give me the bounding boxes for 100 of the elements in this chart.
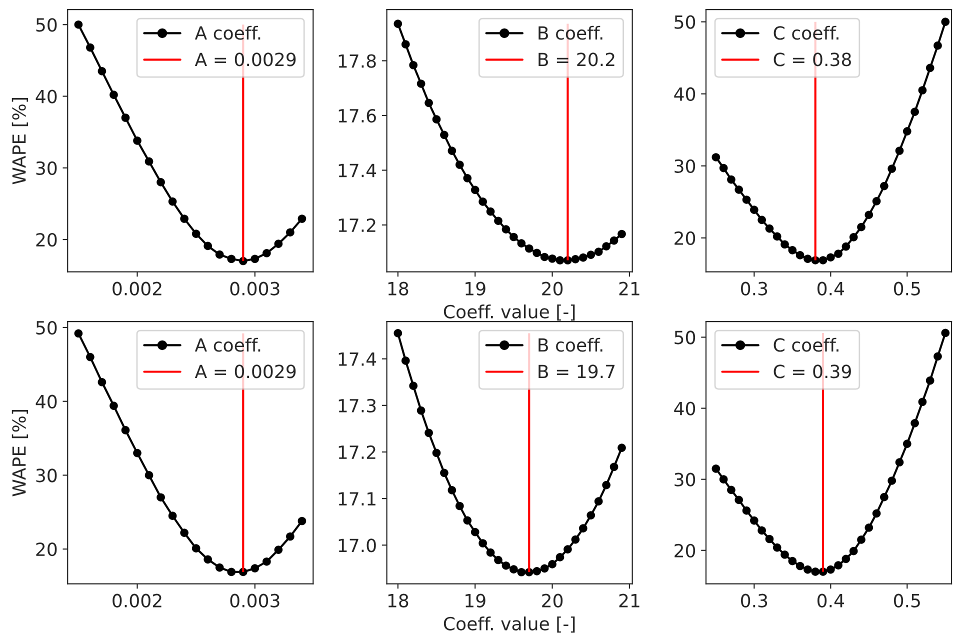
point [274,546,283,554]
point [918,398,927,406]
point [416,406,426,415]
point [540,564,549,573]
point [494,216,502,226]
point [517,568,526,576]
ref-line-label: B = 20.2 [538,52,614,66]
point [780,240,789,249]
point [742,196,751,204]
y-tick-label: 20 [674,231,696,246]
point [456,160,464,169]
point [804,565,812,574]
point [586,250,596,259]
point [750,206,758,214]
point [880,182,888,190]
point [121,114,130,122]
point [502,225,510,234]
point [818,256,828,264]
point [424,428,433,438]
y-tick-label: 17.2 [338,445,376,459]
point [540,252,549,262]
point [286,228,294,237]
point [610,236,618,245]
x-tick-label: 0.002 [112,594,162,608]
point [494,556,502,564]
y-axis-title: WAPE [%] [12,410,28,496]
point [834,561,842,570]
point [204,242,212,250]
x-tick-label: 20 [542,282,563,296]
point [719,475,728,484]
x-tick-label: 18 [388,282,408,296]
point [394,20,402,28]
point [796,562,804,570]
point [941,328,950,338]
point [215,250,224,259]
point [456,502,464,510]
x-tick-label: 20 [542,594,563,608]
point [98,378,106,386]
point [110,90,118,99]
point [834,250,842,258]
point [758,526,766,535]
point [586,511,596,520]
point [772,543,782,552]
x-tick-label: 0.3 [741,594,768,608]
point [926,64,934,72]
point [144,471,154,480]
y-tick-label: 20 [674,544,696,558]
point [470,528,480,536]
point [204,555,212,564]
point [74,20,83,29]
y-tick-label: 50 [674,330,696,344]
point [734,185,744,194]
point [804,254,812,263]
y-tick-label: 30 [674,159,696,173]
point [409,60,418,70]
point [602,242,610,250]
point [602,480,610,490]
point [548,254,556,263]
point [463,516,472,525]
point [857,222,866,232]
y-tick-label: 20 [36,542,57,556]
point [168,197,177,206]
point [618,230,626,238]
point [227,254,236,264]
point [409,382,418,390]
point [502,561,510,570]
point [510,232,518,242]
point [486,207,495,216]
y-tick-label: 40 [36,90,57,104]
y-tick-label: 17.2 [338,218,376,232]
point [941,18,950,26]
point [895,458,904,466]
point [424,98,433,108]
point [110,402,118,410]
point [872,509,881,518]
point [440,468,448,478]
point [227,568,236,576]
x-tick-label: 0.4 [817,282,844,296]
ref-line-label: C = 0.39 [774,364,851,378]
point [532,567,542,576]
y-tick-label: 30 [36,468,57,482]
y-tick-label: 40 [36,394,57,408]
y-tick-label: 17.1 [338,492,376,506]
legend-label: A coeff. [194,338,260,352]
y-tick-label: 17.3 [338,398,376,413]
x-tick-label: 0.3 [741,282,768,296]
point [463,174,472,182]
y-tick-label: 50 [36,320,57,335]
x-tick-label: 0.5 [894,594,920,608]
point [750,516,758,525]
ref-line-label: C = 0.38 [774,52,851,66]
y-tick-label: 30 [674,472,696,486]
point [440,130,448,140]
point [788,246,797,254]
point [394,329,402,338]
point [564,545,572,554]
point [910,419,919,428]
point [262,557,271,566]
point [712,153,720,162]
point [578,524,588,533]
